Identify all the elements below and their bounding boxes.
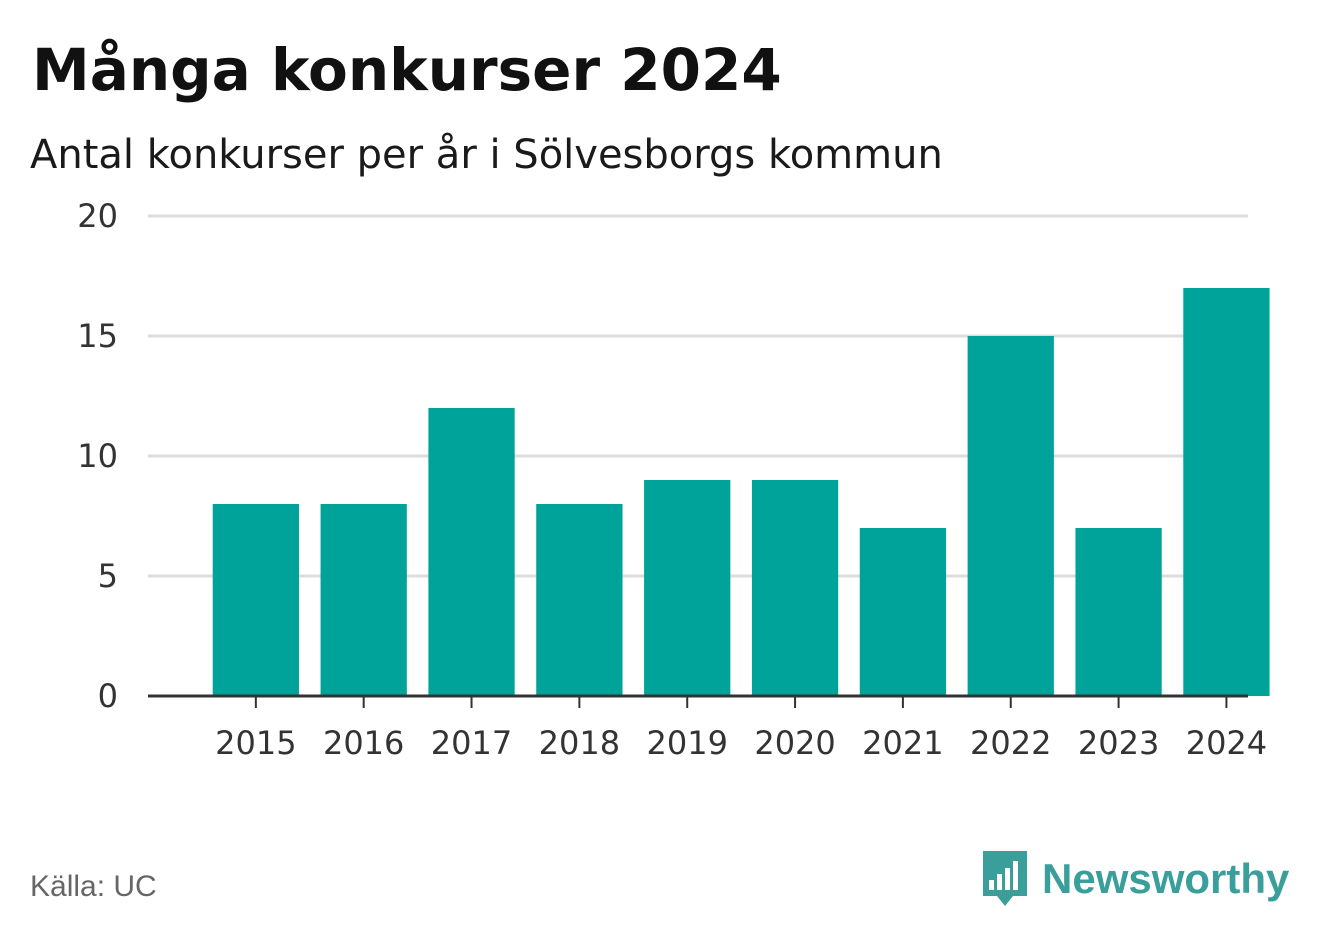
- brand-name: Newsworthy: [1042, 855, 1290, 902]
- y-tick-label: 15: [77, 317, 118, 355]
- bar-2021: [859, 528, 947, 696]
- bar-2024: [1183, 288, 1270, 696]
- y-tick-label: 0: [98, 677, 118, 715]
- y-axis-tick-labels: 0 5 10 15 20: [77, 197, 118, 715]
- x-tick-label: 2024: [1186, 724, 1267, 762]
- x-tick-label: 2019: [646, 724, 727, 762]
- source-note: Källa: UC: [30, 870, 157, 903]
- y-tick-label: 10: [77, 437, 118, 475]
- x-tick-label: 2015: [215, 724, 296, 762]
- bars: [212, 288, 1270, 696]
- bar-2022: [967, 336, 1054, 696]
- bar-2018: [536, 504, 623, 696]
- bar-2023: [1075, 528, 1162, 696]
- x-axis-tick-labels: 2015 2016 2017 2018 2019 2020 2021 2022 2023 2024: [148, 694, 1267, 762]
- x-tick-label: 2023: [1078, 724, 1159, 762]
- x-tick-label: 2016: [323, 724, 404, 762]
- x-tick-label: 2020: [754, 724, 835, 762]
- x-tick-label: 2021: [862, 724, 943, 762]
- y-tick-label: 5: [98, 557, 118, 595]
- brand-logo: Newsworthy: [980, 848, 1289, 910]
- x-tick-label: 2018: [539, 724, 620, 762]
- bar-2016: [320, 504, 407, 696]
- y-tick-label: 20: [77, 197, 118, 235]
- chart-subtitle: Antal konkurser per år i Sölvesborgs kom…: [30, 132, 943, 178]
- x-tick-label: 2022: [970, 724, 1051, 762]
- bar-2019: [644, 480, 731, 696]
- bar-chart-speech-bubble-icon: [983, 851, 1027, 906]
- bar-2017: [428, 408, 515, 696]
- bar-2015: [212, 504, 299, 696]
- bar-2020: [751, 480, 839, 696]
- x-tick-label: 2017: [431, 724, 512, 762]
- chart-title: Många konkurser 2024: [32, 36, 782, 104]
